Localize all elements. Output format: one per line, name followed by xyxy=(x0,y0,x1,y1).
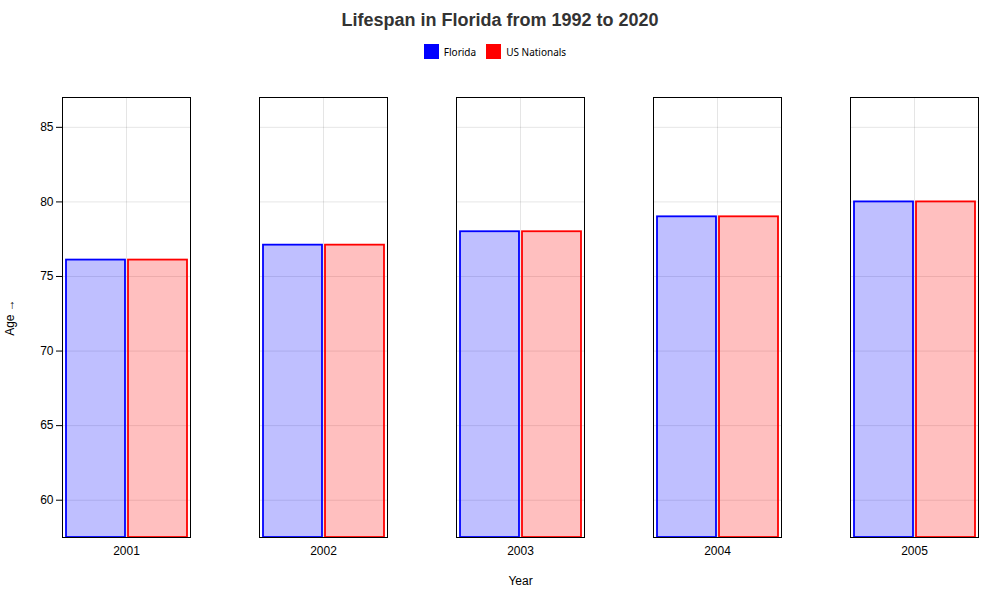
svg-text:85: 85 xyxy=(40,120,54,134)
html-text:US Nationals: US Nationals xyxy=(506,44,567,59)
svg-text:70: 70 xyxy=(40,344,54,358)
svg-text:2005: 2005 xyxy=(901,544,928,558)
svg-text:2004: 2004 xyxy=(704,544,731,558)
svg-text:75: 75 xyxy=(40,269,54,283)
svg-text:60: 60 xyxy=(40,493,54,507)
html-text:Lifespan in Florida from 1992: Lifespan in Florida from 1992 to 2020 xyxy=(341,10,659,30)
svg-text:65: 65 xyxy=(40,418,54,432)
svg-text:2002: 2002 xyxy=(310,544,337,558)
svg-text:80: 80 xyxy=(40,195,54,209)
svg-text:Age →: Age → xyxy=(3,299,17,336)
svg-text:2003: 2003 xyxy=(507,544,534,558)
svg-text:Year: Year xyxy=(508,574,532,588)
html-text:Florida: Florida xyxy=(443,44,477,59)
svg-text:2001: 2001 xyxy=(113,544,140,558)
